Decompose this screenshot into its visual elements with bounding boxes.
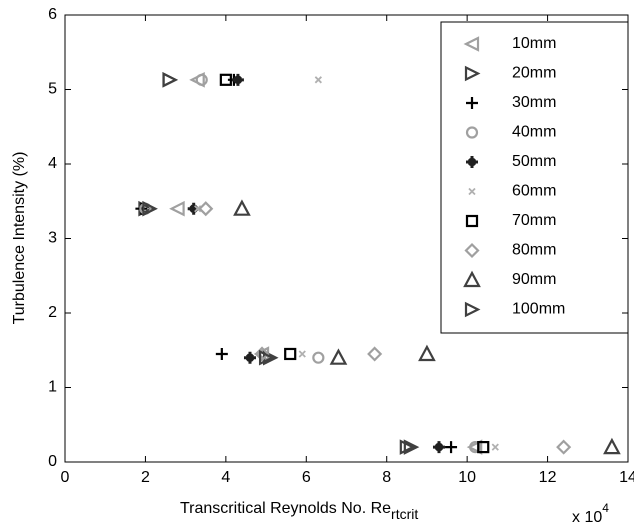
- point: [231, 73, 244, 86]
- legend-label: 40mm: [512, 124, 556, 141]
- point: [329, 348, 348, 365]
- point: [195, 73, 208, 86]
- x-tick-label: 2: [141, 469, 150, 486]
- y-tick-label: 6: [48, 6, 57, 23]
- x-multiplier-base: x 10: [572, 509, 602, 526]
- point: [162, 72, 179, 88]
- legend-label: 50mm: [512, 153, 556, 170]
- point: [233, 199, 251, 216]
- point: [215, 347, 228, 360]
- point: [432, 441, 445, 454]
- legend-label: 90mm: [512, 271, 556, 288]
- legend-label: 10mm: [512, 35, 556, 52]
- legend-label: 100mm: [512, 301, 565, 318]
- point: [399, 439, 416, 455]
- legend-label: 70mm: [512, 212, 556, 229]
- legend-marker: [468, 187, 476, 196]
- legend-marker: [463, 36, 480, 52]
- legend-label: 20mm: [512, 65, 556, 82]
- point: [219, 73, 232, 86]
- legend-marker: [464, 242, 480, 259]
- x-tick-label: 6: [302, 469, 311, 486]
- x-axis-label-main: Transcritical Reynolds No. Re: [180, 500, 391, 517]
- legend-label: 30mm: [512, 94, 556, 111]
- point: [194, 205, 202, 213]
- legend-box: [440, 21, 629, 334]
- point: [169, 200, 185, 217]
- x-tick-label: 0: [61, 469, 70, 486]
- point: [284, 347, 297, 361]
- legend-marker: [465, 126, 479, 139]
- legend-marker: [466, 97, 478, 109]
- legend-marker: [464, 301, 481, 318]
- point: [603, 437, 621, 455]
- legend-marker: [466, 156, 478, 168]
- point: [469, 441, 482, 454]
- legend-label: 60mm: [512, 183, 556, 200]
- x-tick-label: 4: [221, 469, 230, 486]
- y-axis-label: Turbulence Intensity (%): [11, 152, 28, 325]
- y-tick-label: 0: [48, 453, 57, 470]
- x-tick-label: 10: [458, 469, 476, 486]
- point: [142, 200, 158, 217]
- point: [418, 344, 436, 362]
- x-tick-label: 12: [539, 469, 557, 486]
- legend-marker: [464, 65, 481, 82]
- x-axis-label: Transcritical Reynolds No. Rertcrit: [180, 500, 418, 521]
- point: [556, 439, 572, 455]
- point: [198, 201, 214, 217]
- y-tick-label: 5: [48, 81, 57, 98]
- point: [258, 349, 275, 366]
- point: [243, 351, 256, 364]
- point: [298, 350, 306, 358]
- point: [477, 441, 490, 454]
- point: [314, 76, 322, 84]
- legend-marker: [465, 214, 479, 228]
- point: [445, 441, 458, 454]
- point: [254, 346, 270, 362]
- legend-marker: [463, 270, 481, 288]
- x-tick-label: 14: [619, 469, 634, 486]
- point: [403, 439, 420, 455]
- x-tick-label: 8: [382, 469, 391, 486]
- x-multiplier-exponent: 4: [602, 501, 609, 515]
- y-tick-label: 4: [48, 155, 57, 172]
- legend-label: 80mm: [512, 242, 556, 259]
- y-tick-label: 3: [48, 230, 57, 247]
- point: [367, 346, 383, 362]
- point: [187, 202, 200, 215]
- x-multiplier: x 104: [572, 501, 609, 526]
- y-tick-label: 2: [48, 304, 57, 321]
- point: [491, 443, 499, 451]
- x-axis-label-subscript: rtcrit: [391, 506, 418, 522]
- point: [312, 351, 325, 364]
- y-tick-label: 1: [48, 379, 57, 396]
